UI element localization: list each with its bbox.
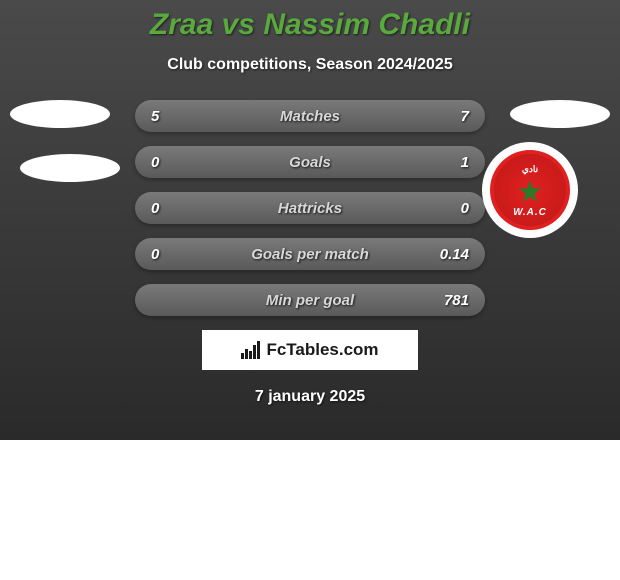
- stat-row-goals-per-match: 0 Goals per match 0.14: [135, 238, 485, 270]
- club-badge-inner: نادي W.A.C: [490, 150, 570, 230]
- stat-label: Goals per match: [251, 246, 369, 263]
- subtitle: Club competitions, Season 2024/2025: [0, 56, 620, 74]
- stat-left-value: 0: [151, 246, 191, 263]
- player-left-badge-placeholder-2: [20, 154, 120, 182]
- stat-right-value: 0: [429, 200, 469, 217]
- stat-left-value: 0: [151, 154, 191, 171]
- fctables-logo: FcTables.com: [202, 330, 418, 370]
- stat-label: Min per goal: [266, 292, 354, 309]
- stat-right-value: 781: [429, 292, 469, 309]
- date-text: 7 january 2025: [0, 388, 620, 406]
- stat-label: Matches: [280, 108, 340, 125]
- stat-right-value: 7: [429, 108, 469, 125]
- stats-area: نادي W.A.C 5 Matches 7 0 Goals 1 0 Hattr…: [0, 100, 620, 316]
- stat-right-value: 1: [429, 154, 469, 171]
- stat-right-value: 0.14: [429, 246, 469, 263]
- stat-row-matches: 5 Matches 7: [135, 100, 485, 132]
- stat-row-hattricks: 0 Hattricks 0: [135, 192, 485, 224]
- player-left-badge-placeholder-1: [10, 100, 110, 128]
- logo-text: FcTables.com: [266, 340, 378, 360]
- player-right-badge-placeholder: [510, 100, 610, 128]
- bar-chart-icon: [241, 341, 260, 359]
- stat-left-value: 5: [151, 108, 191, 125]
- club-badge: نادي W.A.C: [482, 142, 578, 238]
- stat-label: Hattricks: [278, 200, 342, 217]
- stat-left-value: 0: [151, 200, 191, 217]
- badge-wac-text: W.A.C: [513, 207, 547, 218]
- stat-label: Goals: [289, 154, 331, 171]
- badge-arabic-text: نادي: [522, 164, 538, 175]
- badge-star-icon: [518, 180, 542, 204]
- comparison-card: Zraa vs Nassim Chadli Club competitions,…: [0, 0, 620, 440]
- stat-rows: 5 Matches 7 0 Goals 1 0 Hattricks 0 0 Go…: [135, 100, 485, 316]
- stat-row-goals: 0 Goals 1: [135, 146, 485, 178]
- page-title: Zraa vs Nassim Chadli: [0, 0, 620, 42]
- stat-row-min-per-goal: Min per goal 781: [135, 284, 485, 316]
